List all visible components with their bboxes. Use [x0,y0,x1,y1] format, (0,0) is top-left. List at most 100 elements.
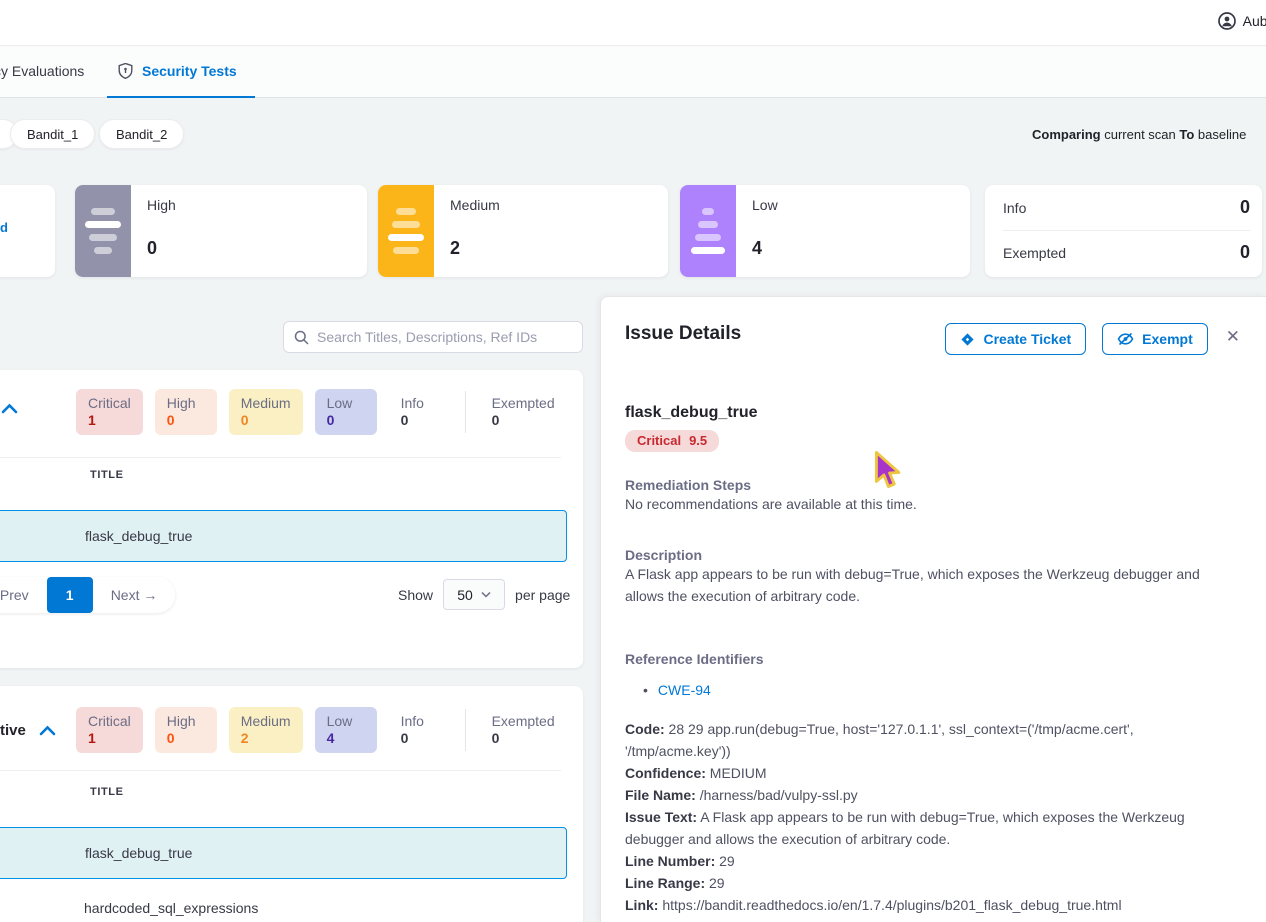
severity-card-label: High [147,197,176,213]
divider [464,709,466,751]
remediation-text: No recommendations are available at this… [625,496,917,512]
exempted-value: 0 [1239,242,1250,262]
eye-off-icon [1117,332,1134,346]
field-line-number: Line Number: 29 [625,850,1242,872]
issue-row-flask-debug-true[interactable]: flask_debug_true [0,510,567,562]
critical-card-link-fragment[interactable]: d [0,220,8,235]
chip-count: 0 [166,730,175,746]
comparison-caption: Comparing current scan To baseline [1032,127,1266,142]
field-label: File Name: [625,787,696,803]
chip-low[interactable]: Low 0 [314,389,377,435]
exempt-button[interactable]: Exempt [1102,323,1208,355]
chip-count: 0 [491,412,500,428]
tab-security-tests[interactable]: Security Tests [107,46,255,98]
severity-card-low[interactable]: Low 4 [680,185,970,277]
comparing-label: Comparing [1032,127,1101,142]
chip-label: Low [326,395,353,411]
chip-count: 0 [400,412,409,428]
scan-pill-bandit-1[interactable]: Bandit_1 [10,119,96,149]
user-menu[interactable]: Aubre [1217,12,1266,30]
field-label: Line Number: [625,853,716,869]
info-count-row: Info 0 [1003,185,1250,230]
prev-page-button[interactable]: ← Prev [0,587,47,603]
collapse-section-icon[interactable] [39,725,56,737]
severity-card-high[interactable]: High 0 [75,185,367,277]
badge-score: 9.5 [689,433,708,448]
severity-card-value: 2 [450,238,461,258]
info-label: Info [1003,199,1027,216]
next-label: Next [110,587,140,603]
chip-count: 1 [88,412,96,428]
field-value: A Flask app appears to be run with debug… [625,809,1185,847]
show-label: Show [398,586,434,603]
chip-critical[interactable]: Critical 1 [76,707,143,753]
issue-row-title: flask_debug_true [85,528,193,544]
field-label: Confidence: [625,765,706,781]
high-severity-meter-icon [75,185,131,277]
chip-info[interactable]: Info 0 [389,389,451,435]
tab-bar: cy Evaluations Security Tests [0,46,1266,98]
field-value: 28 29 app.run(debug=True, host='127.0.1.… [625,721,1134,759]
chip-exempted[interactable]: Exempted 0 [480,389,567,435]
collapse-section-icon[interactable] [1,403,18,415]
page-size-select[interactable]: 50 [443,579,506,610]
chip-info[interactable]: Info 0 [389,707,451,753]
field-label: Line Range: [625,875,706,891]
divider [0,770,561,771]
close-icon[interactable]: ✕ [1225,327,1240,346]
chip-high[interactable]: High 0 [154,389,217,435]
page-size-control: Show 50 per page [398,579,570,610]
page-1-button[interactable]: 1 [46,577,93,613]
chip-count: 0 [491,730,500,746]
tab-security-tests-label: Security Tests [142,63,237,79]
severity-card-label: Low [752,197,778,213]
chip-label: High [166,395,196,411]
diamond-ticket-icon [961,332,975,346]
severity-card-critical-partial[interactable]: d [0,185,55,277]
chip-medium[interactable]: Medium 0 [228,389,303,435]
chip-label: High [166,713,196,729]
create-ticket-button[interactable]: Create Ticket [945,323,1087,355]
title-column-header: TITLE [90,786,124,798]
badge-severity: Critical [637,433,682,448]
scan-pill-bandit-2[interactable]: Bandit_2 [99,119,185,149]
field-value: 29 [705,875,725,891]
chip-label: Info [400,713,424,729]
divider [464,391,466,433]
issue-row-title: hardcoded_sql_expressions [84,900,259,916]
issue-row-flask-debug-true[interactable]: flask_debug_true [0,827,567,879]
chip-low[interactable]: Low 4 [314,707,377,753]
issue-details-panel: Issue Details Create Ticket Exempt ✕ fla… [600,296,1266,922]
field-label: Code: [625,721,665,737]
exempted-label: Exempted [1003,244,1067,261]
chip-label: Exempted [491,713,555,729]
chip-critical[interactable]: Critical 1 [76,389,143,435]
chip-label: Info [400,395,424,411]
severity-score-badge: Critical 9.5 [625,430,720,452]
severity-card-medium[interactable]: Medium 2 [378,185,668,277]
description-text: A Flask app appears to be run with debug… [625,566,1200,604]
search-input[interactable] [317,329,572,345]
field-label: Link: [625,897,659,913]
section-title-fragment: tive [0,722,26,739]
issue-section-card-2: tive Critical 1 High 0 Medium 2 Low 4 Info 0 … [0,686,583,922]
search-icon [294,330,309,345]
issue-row-hardcoded-sql-expressions[interactable]: hardcoded_sql_expressions [0,882,567,922]
bullet-icon: • [643,682,648,698]
chip-exempted[interactable]: Exempted 0 [480,707,567,753]
medium-severity-meter-icon [378,185,434,277]
field-value: /harness/bad/vulpy-ssl.py [695,787,858,803]
issue-section-card-1: Critical 1 High 0 Medium 0 Low 0 Info 0 Exemp… [0,370,583,668]
tab-policy-evaluations[interactable]: cy Evaluations [0,63,85,79]
user-avatar-icon [1217,12,1236,30]
field-line-range: Line Range: 29 [625,872,1242,894]
chip-high[interactable]: High 0 [154,707,217,753]
next-page-button[interactable]: Next → [93,587,162,603]
field-code: Code: 28 29 app.run(debug=True, host='12… [625,718,1242,762]
chip-medium[interactable]: Medium 2 [228,707,303,753]
info-value: 0 [1239,197,1250,217]
cwe-link[interactable]: CWE-94 [657,682,711,698]
reference-identifiers-label: Reference Identifiers [625,651,764,667]
divider [1003,230,1250,231]
